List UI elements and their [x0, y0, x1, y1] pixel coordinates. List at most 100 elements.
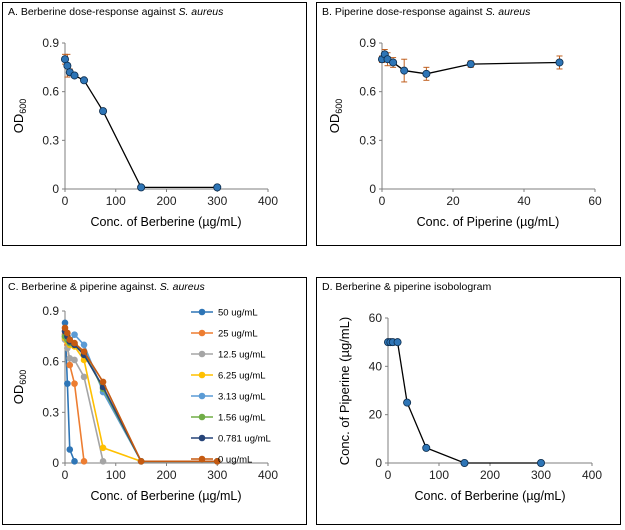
- data-point: [555, 58, 564, 67]
- data-point: [99, 458, 107, 465]
- panel-b-title: B. Piperine dose-response against S. aur…: [322, 6, 531, 18]
- legend-marker: [198, 329, 206, 337]
- chart-d: 0 20 40 60 0 100 200 300 400 Conc. of Berberine (…: [337, 311, 602, 503]
- data-point: [400, 66, 409, 75]
- data-point: [61, 324, 69, 332]
- data-point: [536, 458, 545, 467]
- x-tick-label: 400: [258, 468, 278, 482]
- data-point: [61, 319, 69, 327]
- data-point: [80, 373, 88, 381]
- panel-c-title: C. Berberine & piperine against. S. aure…: [8, 281, 205, 293]
- legend-label: 0.781 ug/mL: [218, 434, 271, 445]
- y-tick-label: 0.6: [42, 355, 59, 369]
- x-tick-label: 400: [582, 468, 602, 482]
- legend-marker: [198, 413, 206, 421]
- y-tick-label: 0.3: [42, 133, 59, 147]
- data-point: [137, 458, 145, 465]
- data-point: [466, 60, 475, 69]
- x-tick-label: 100: [106, 194, 126, 208]
- x-tick-label: 200: [156, 194, 176, 208]
- y-tick-label: 0.3: [42, 405, 59, 419]
- x-tick-label: 300: [207, 468, 227, 482]
- x-axis-label: Conc. of Piperine (µg/mL): [417, 215, 560, 229]
- y-tick-label: 0: [369, 182, 376, 196]
- y-axis-label: OD600: [11, 99, 28, 134]
- legend-label: 50 ug/mL: [218, 308, 258, 319]
- y-tick-label: 40: [369, 359, 383, 373]
- data-point: [66, 361, 74, 369]
- y-tick-label: 0.3: [359, 133, 376, 147]
- panel-d-title: D. Berberine & piperine isobologram: [322, 281, 492, 293]
- x-tick-label: 60: [588, 194, 602, 208]
- data-point: [99, 107, 108, 116]
- panel-b: B. Piperine dose-response against S. aur…: [316, 2, 621, 246]
- chart-b: 0 0.3 0.6 0.9 0 20 40 60 Conc. of Piperine (µg/m…: [327, 36, 602, 229]
- y-tick-label: 0: [375, 456, 382, 470]
- x-tick-label: 200: [480, 468, 500, 482]
- data-point: [64, 329, 71, 337]
- data-point: [213, 458, 221, 465]
- data-point: [389, 58, 398, 67]
- x-tick-label: 100: [106, 468, 126, 482]
- y-tick-label: 60: [369, 311, 383, 325]
- legend-marker: [198, 455, 206, 463]
- data-point: [71, 356, 78, 364]
- legend-marker: [198, 371, 206, 379]
- data-point: [80, 341, 88, 349]
- y-axis-label: Conc. of Piperine (µg/mL): [337, 317, 352, 465]
- x-axis-label: Conc. of Berberine (µg/mL): [90, 215, 241, 229]
- data-point: [422, 69, 431, 78]
- panel-a-title: A. Berberine dose-response against S. au…: [8, 6, 224, 18]
- legend-marker: [198, 350, 206, 358]
- y-axis-label: OD600: [327, 99, 344, 134]
- y-tick-label: 0: [52, 182, 59, 196]
- data-point: [213, 183, 222, 192]
- y-tick-label: 0.6: [42, 85, 59, 99]
- y-tick-label: 0: [52, 456, 59, 470]
- panel-d: D. Berberine & piperine isobologram 0 20 4…: [316, 277, 621, 525]
- data-point: [80, 458, 88, 465]
- y-tick-label: 0.9: [42, 36, 59, 50]
- data-point: [64, 380, 71, 387]
- series-line: [64, 58, 218, 189]
- chart-c: 0 0.3 0.6 0.9 0 100 200 300 400 Conc. of Berberin…: [11, 304, 278, 503]
- data-point: [403, 398, 412, 407]
- x-tick-label: 400: [258, 194, 278, 208]
- data-point: [71, 331, 78, 338]
- x-tick-label: 300: [531, 468, 551, 482]
- x-tick-label: 200: [156, 468, 176, 482]
- x-tick-label: 0: [385, 468, 392, 482]
- legend-label: 3.13 ug/mL: [218, 392, 266, 403]
- series-line: [64, 322, 76, 462]
- data-point: [66, 446, 74, 453]
- data-point: [99, 444, 107, 452]
- legend-label: 6.25 ug/mL: [218, 371, 266, 382]
- x-tick-label: 40: [517, 194, 531, 208]
- data-point: [66, 336, 74, 344]
- data-point: [70, 71, 79, 80]
- chart-a: 0 0.3 0.6 0.9 0 100 200 300 400 Conc. of Berberin…: [11, 36, 278, 229]
- legend-marker: [198, 392, 206, 400]
- x-tick-label: 100: [429, 468, 449, 482]
- data-point: [137, 183, 146, 192]
- x-axis-label: Conc. of Berberine (µg/mL): [90, 489, 241, 503]
- legend-label: 25 ug/mL: [218, 329, 258, 340]
- x-tick-label: 0: [62, 468, 69, 482]
- y-tick-label: 0.9: [359, 36, 376, 50]
- data-point: [71, 458, 78, 465]
- x-tick-label: 300: [207, 194, 227, 208]
- y-tick-label: 20: [369, 408, 383, 422]
- legend-marker: [198, 308, 206, 316]
- x-axis-label: Conc. of Berberine (µg/mL): [414, 489, 565, 503]
- panel-c: C. Berberine & piperine against. S. aure…: [2, 277, 307, 525]
- panel-a: A. Berberine dose-response against S. au…: [2, 2, 307, 246]
- data-point: [99, 378, 107, 386]
- x-tick-label: 0: [62, 194, 69, 208]
- legend-label: 12.5 ug/mL: [218, 350, 266, 361]
- data-point: [80, 348, 88, 355]
- data-point: [393, 338, 402, 347]
- data-point: [71, 380, 78, 387]
- data-point: [71, 339, 78, 347]
- legend-marker: [198, 434, 206, 442]
- data-point: [80, 76, 89, 85]
